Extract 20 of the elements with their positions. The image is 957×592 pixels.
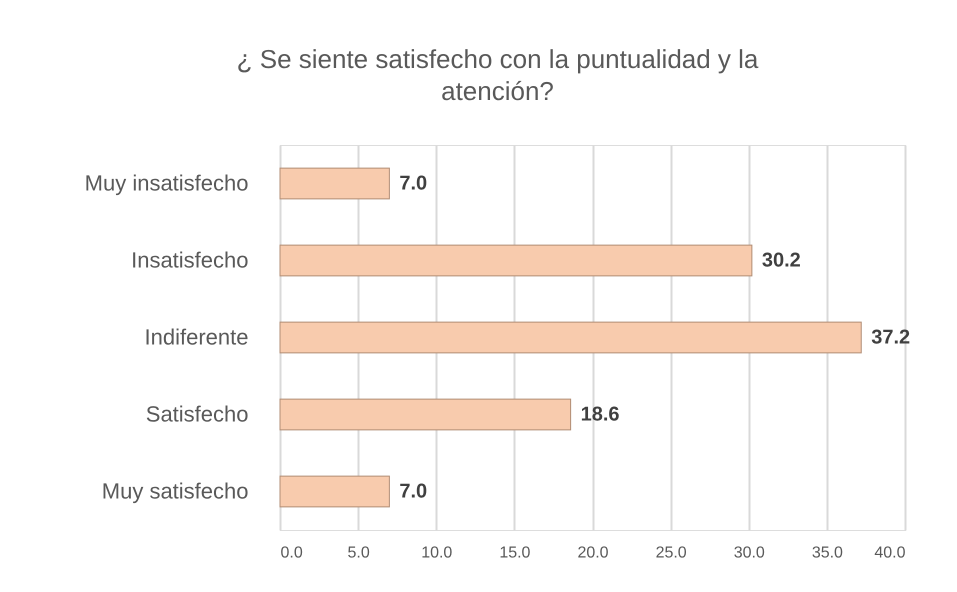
data-label: 7.0 [399, 480, 428, 502]
x-tick-label: 0.0 [280, 544, 303, 562]
x-tick-label: 30.0 [734, 544, 765, 562]
y-tick-label: Insatisfecho [131, 248, 248, 272]
y-tick-label: Satisfecho [146, 402, 248, 426]
x-tick-label: 5.0 [348, 544, 370, 562]
x-tick-label: 10.0 [421, 544, 452, 562]
chart-title: ¿ Se siente satisfecho con la puntualidad y la atención? [236, 44, 759, 106]
y-tick-label: Indiferente [144, 324, 248, 350]
x-tick-label: 40.0 [874, 544, 906, 562]
x-tick-label: 20.0 [577, 544, 609, 562]
y-tick-label: Muy insatisfecho [84, 170, 248, 196]
x-tick-label: 35.0 [812, 544, 844, 562]
data-label: 18.6 [580, 404, 620, 426]
data-label: 30.2 [762, 250, 801, 272]
data-label: 7.0 [399, 172, 428, 194]
data-label: 37.2 [871, 326, 910, 348]
x-tick-label: 15.0 [499, 544, 531, 562]
y-tick-label: Muy satisfecho [102, 478, 248, 504]
x-tick-label: 25.0 [656, 544, 687, 562]
